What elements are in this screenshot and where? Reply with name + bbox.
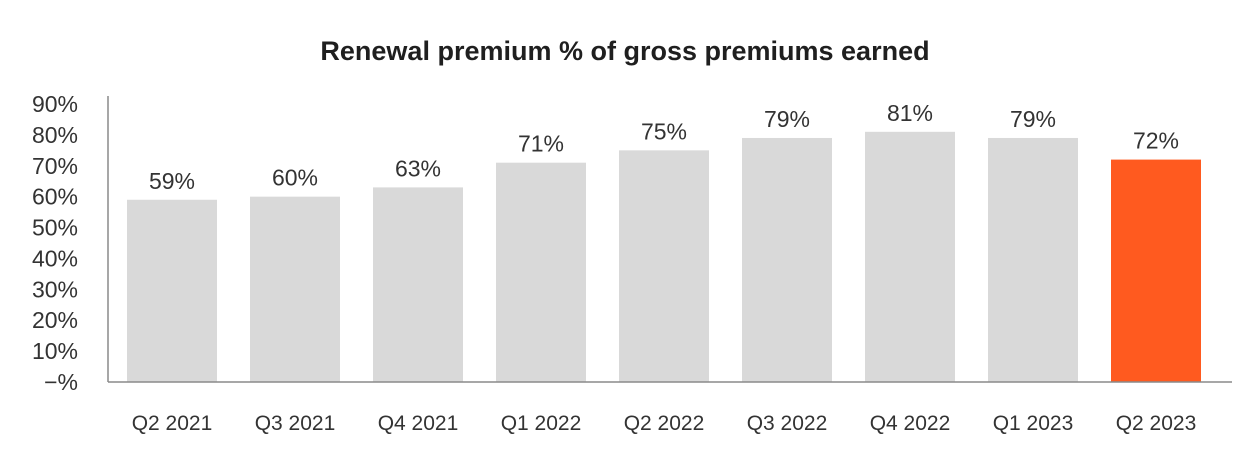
data-labels: 59% 60% 63% 71% 75% 79% 81% 79% 72% [149, 100, 1179, 194]
y-tick-label: −% [44, 369, 78, 395]
x-tick-label: Q2 2022 [624, 412, 705, 435]
bar-q2-2021 [127, 199, 217, 382]
bars [127, 131, 1201, 382]
y-tick-label: 90% [32, 91, 78, 117]
y-tick-label: 50% [32, 215, 78, 241]
y-axis-ticks: −% 10% 20% 30% 40% 50% 60% 70% 80% 90% [32, 91, 78, 395]
bar-q1-2023 [988, 137, 1078, 382]
bar-q3-2022 [742, 137, 832, 382]
y-tick-label: 40% [32, 245, 78, 271]
data-label: 59% [149, 168, 195, 194]
bar-q1-2022 [496, 162, 586, 382]
bar-q2-2023 [1111, 159, 1201, 382]
chart-title: Renewal premium % of gross premiums earn… [320, 36, 929, 66]
x-tick-label: Q2 2021 [132, 412, 213, 435]
data-label: 60% [272, 165, 318, 191]
x-tick-label: Q3 2022 [747, 412, 828, 435]
x-tick-label: Q1 2022 [501, 412, 582, 435]
bar-q2-2022 [619, 150, 709, 382]
y-tick-label: 60% [32, 184, 78, 210]
data-label: 79% [1010, 106, 1056, 132]
x-tick-label: Q4 2022 [870, 412, 951, 435]
x-tick-label: Q3 2021 [255, 412, 336, 435]
data-label: 79% [764, 106, 810, 132]
bar-q4-2022 [865, 131, 955, 382]
bar-q4-2021 [373, 187, 463, 382]
y-tick-label: 70% [32, 153, 78, 179]
data-label: 81% [887, 100, 933, 126]
data-label: 71% [518, 131, 564, 157]
data-label: 63% [395, 155, 441, 181]
y-tick-label: 10% [32, 338, 78, 364]
y-tick-label: 20% [32, 307, 78, 333]
data-label: 75% [641, 118, 687, 144]
x-tick-label: Q2 2023 [1116, 412, 1197, 435]
x-axis-ticks: Q2 2021 Q3 2021 Q4 2021 Q1 2022 Q2 2022 Q3 20… [132, 412, 1197, 435]
x-tick-label: Q4 2021 [378, 412, 459, 435]
data-label: 72% [1133, 128, 1179, 154]
x-tick-label: Q1 2023 [993, 412, 1074, 435]
y-tick-label: 80% [32, 122, 78, 148]
y-tick-label: 30% [32, 276, 78, 302]
bar-q3-2021 [250, 196, 340, 382]
